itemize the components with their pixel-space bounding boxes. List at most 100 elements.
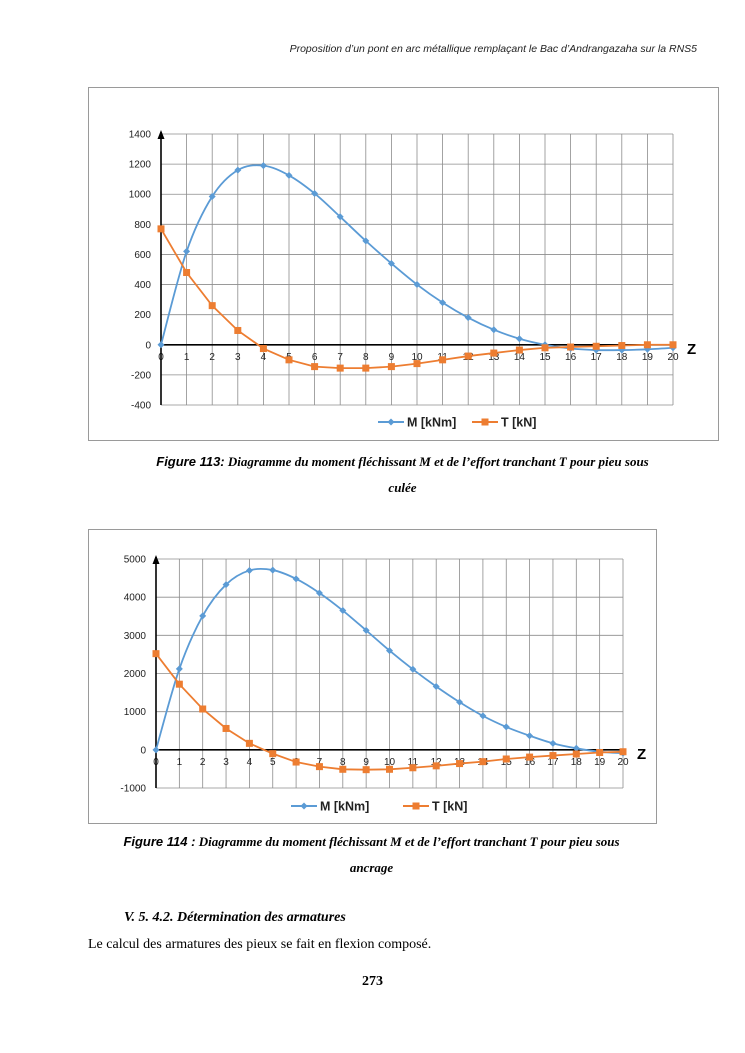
x-tick-label: 9: [389, 352, 395, 363]
data-point-1: [409, 764, 417, 772]
data-point-1: [439, 356, 447, 364]
data-point-1: [619, 748, 627, 756]
chart-moment-shear-ancrage: 500040003000200010000-100001234567891011…: [120, 555, 646, 814]
data-point-1: [572, 750, 580, 758]
x-axis-label: Z: [687, 341, 696, 358]
y-tick-label: -200: [131, 370, 151, 381]
figure-114-caption-line2: ancrage: [349, 860, 394, 875]
x-tick-label: 10: [384, 757, 396, 768]
data-point-0: [183, 247, 191, 255]
data-point-1: [526, 753, 534, 761]
legend: M [kNm] T [kN]: [291, 800, 467, 814]
data-point-0: [208, 192, 216, 200]
data-point-0: [336, 213, 344, 221]
figure-113-label: Figure 113:: [156, 454, 225, 469]
data-point-1: [245, 739, 253, 747]
legend-swatch-marker: [412, 802, 420, 810]
x-tick-label: 3: [235, 352, 241, 363]
x-tick-label: 20: [667, 352, 679, 363]
data-point-1: [490, 349, 498, 357]
legend-swatch-marker: [481, 418, 489, 426]
page-number: 273: [362, 974, 383, 989]
legend-label-1: T [kN]: [501, 416, 536, 430]
data-point-0: [572, 744, 580, 752]
figure-113-caption-line1: Diagramme du moment fléchissant M et de …: [227, 454, 649, 469]
legend-label-1: T [kN]: [432, 800, 467, 814]
x-tick-label: 14: [514, 352, 526, 363]
x-tick-label: 4: [261, 352, 267, 363]
data-point-0: [502, 723, 510, 731]
y-tick-label: 200: [134, 310, 151, 321]
data-point-1: [515, 346, 523, 354]
data-point-0: [362, 626, 370, 634]
x-tick-label: 7: [337, 352, 343, 363]
data-point-1: [592, 342, 600, 350]
data-point-1: [464, 352, 472, 360]
data-point-1: [432, 762, 440, 770]
legend: M [kNm] T [kN]: [378, 416, 536, 430]
figure-113-caption-line2: culée: [388, 480, 417, 495]
y-tick-label: 1000: [124, 707, 147, 718]
section-heading: V. 5. 4.2. Détermination des armatures: [124, 910, 346, 925]
legend-label-0: M [kNm]: [407, 416, 456, 430]
data-point-1: [222, 724, 230, 732]
data-point-0: [292, 575, 300, 583]
x-tick-label: 9: [363, 757, 369, 768]
legend-swatch-marker: [300, 802, 308, 810]
data-point-0: [432, 682, 440, 690]
legend-label-0: M [kNm]: [320, 800, 369, 814]
data-point-0: [222, 581, 230, 589]
y-tick-label: 800: [134, 220, 151, 231]
figure-114-caption-line1: Diagramme du moment fléchissant M et de …: [198, 834, 620, 849]
x-tick-label: 13: [488, 352, 500, 363]
data-point-0: [439, 299, 447, 307]
x-axis-label: Z: [637, 746, 646, 763]
legend-swatch-marker: [387, 418, 395, 426]
x-tick-label: 1: [177, 757, 183, 768]
data-point-1: [362, 364, 370, 372]
data-point-0: [464, 314, 472, 322]
data-point-1: [152, 650, 160, 658]
y-tick-label: -400: [131, 401, 151, 412]
data-point-1: [549, 752, 557, 760]
data-point-1: [315, 763, 323, 771]
x-tick-label: 18: [571, 757, 583, 768]
x-tick-label: 10: [411, 352, 423, 363]
body-paragraph: Le calcul des armatures des pieux se fai…: [88, 937, 432, 952]
data-point-0: [269, 566, 277, 574]
x-tick-label: 16: [524, 757, 536, 768]
x-tick-label: 1: [184, 352, 190, 363]
data-point-1: [386, 765, 393, 773]
x-tick-label: 2: [200, 757, 206, 768]
data-point-0: [234, 166, 242, 174]
data-point-1: [643, 341, 651, 349]
x-tick-label: 20: [617, 757, 629, 768]
data-point-1: [541, 344, 549, 352]
data-point-0: [152, 746, 160, 754]
x-tick-label: 6: [312, 352, 318, 363]
data-point-0: [479, 712, 487, 720]
data-point-1: [339, 765, 347, 773]
y-tick-label: 600: [134, 250, 151, 261]
x-tick-label: 4: [247, 757, 253, 768]
x-tick-label: 2: [209, 352, 215, 363]
data-point-1: [362, 766, 370, 774]
data-point-0: [490, 326, 498, 334]
data-point-0: [175, 665, 183, 673]
data-point-0: [413, 281, 421, 289]
x-tick-label: 16: [565, 352, 577, 363]
data-point-0: [199, 612, 207, 620]
x-tick-label: 8: [363, 352, 369, 363]
figure-114-label: Figure 114 :: [123, 834, 196, 849]
data-point-1: [199, 705, 207, 713]
data-point-0: [549, 739, 557, 747]
data-point-0: [259, 162, 267, 170]
data-point-0: [339, 607, 347, 615]
data-point-0: [285, 171, 293, 179]
data-point-1: [336, 364, 344, 372]
x-tick-label: 17: [547, 757, 559, 768]
data-point-1: [285, 356, 293, 364]
data-point-1: [502, 755, 510, 763]
data-point-1: [456, 760, 464, 768]
chart-frame-2: 500040003000200010000-100001234567891011…: [88, 529, 657, 824]
